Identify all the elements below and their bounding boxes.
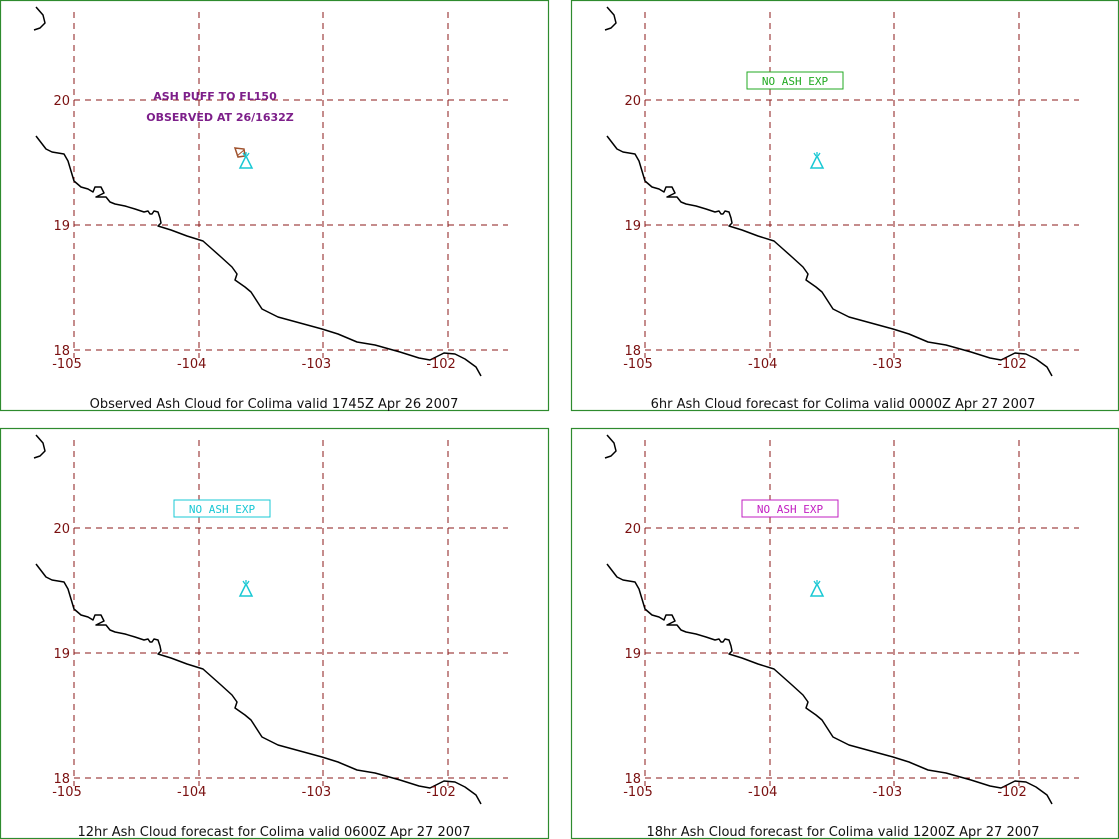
latitude-tick-label: 19 — [53, 219, 70, 234]
latitude-tick-label: 19 — [53, 647, 70, 662]
panel-frame — [0, 427, 550, 839]
panel-frame — [570, 427, 1119, 839]
ash-cloud-polygon — [233, 147, 246, 158]
longitude-tick-label: -103 — [873, 357, 903, 372]
longitude-tick-label: -105 — [623, 357, 653, 372]
latitude-tick-label: 18 — [624, 772, 641, 787]
latitude-tick-label: 19 — [624, 219, 641, 234]
panel-frame — [570, 0, 1119, 412]
longitude-tick-label: -103 — [302, 357, 332, 372]
status-box: NO ASH EXP — [173, 499, 271, 518]
panel-18hr-forecast: -105 -104 -103 -102 20 19 18 NO ASH EXP 18hr A… — [570, 427, 1119, 839]
longitude-tick-label: -103 — [873, 785, 903, 800]
status-box: NO ASH EXP — [746, 71, 844, 90]
longitude-tick-label: -105 — [52, 357, 82, 372]
longitude-tick-label: -103 — [302, 785, 332, 800]
volcano-icon — [809, 152, 825, 169]
longitude-tick-label: -102 — [426, 357, 456, 372]
longitude-tick-label: -104 — [748, 357, 778, 372]
status-box: NO ASH EXP — [741, 499, 839, 518]
latitude-tick-label: 20 — [624, 94, 641, 109]
panel-caption: Observed Ash Cloud for Colima valid 1745… — [90, 397, 459, 412]
longitude-tick-label: -102 — [997, 357, 1027, 372]
svg-text:NO ASH EXP: NO ASH EXP — [189, 503, 256, 516]
volcano-icon — [238, 152, 254, 169]
panel-6hr-forecast: -105 -104 -103 -102 20 19 18 NO ASH EXP 6hr As… — [570, 0, 1119, 412]
volcano-icon — [238, 580, 254, 597]
panel-observed: -105 -104 -103 -102 20 19 18 ASH PUFF TO FL150… — [0, 0, 550, 412]
longitude-tick-label: -104 — [748, 785, 778, 800]
latitude-tick-label: 20 — [53, 522, 70, 537]
panel-caption: 12hr Ash Cloud forecast for Colima valid… — [77, 825, 470, 839]
latitude-tick-label: 18 — [53, 344, 70, 359]
longitude-tick-label: -104 — [177, 785, 207, 800]
latitude-tick-label: 20 — [624, 522, 641, 537]
longitude-tick-label: -105 — [623, 785, 653, 800]
volcano-icon — [809, 580, 825, 597]
latitude-tick-label: 19 — [624, 647, 641, 662]
panel-caption: 6hr Ash Cloud forecast for Colima valid … — [651, 397, 1036, 412]
latitude-tick-label: 20 — [53, 94, 70, 109]
remark-line-2: OBSERVED AT 26/1632Z — [146, 111, 294, 124]
svg-text:NO ASH EXP: NO ASH EXP — [762, 75, 829, 88]
panel-caption: 18hr Ash Cloud forecast for Colima valid… — [646, 825, 1039, 839]
svg-text:NO ASH EXP: NO ASH EXP — [757, 503, 824, 516]
latitude-tick-label: 18 — [624, 344, 641, 359]
longitude-tick-label: -105 — [52, 785, 82, 800]
latitude-tick-label: 18 — [53, 772, 70, 787]
longitude-tick-label: -102 — [997, 785, 1027, 800]
panel-12hr-forecast: -105 -104 -103 -102 20 19 18 NO ASH EXP 12hr A… — [0, 427, 550, 839]
longitude-tick-label: -104 — [177, 357, 207, 372]
remark-line-1: ASH PUFF TO FL150 — [153, 90, 277, 103]
longitude-tick-label: -102 — [426, 785, 456, 800]
panel-frame — [0, 0, 550, 412]
